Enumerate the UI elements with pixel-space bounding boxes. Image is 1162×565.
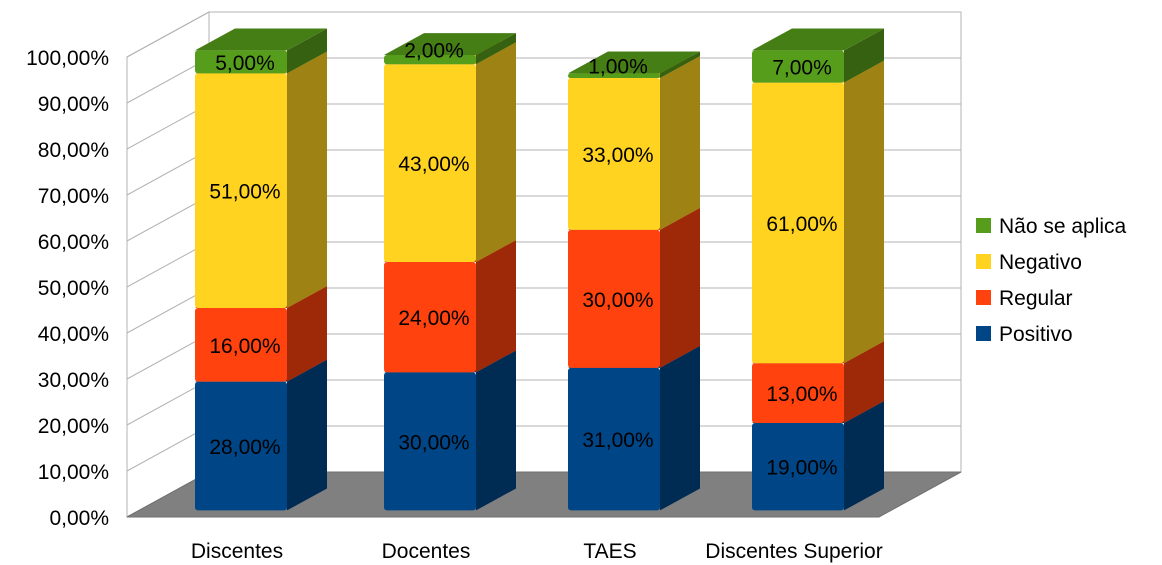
bar-side bbox=[287, 359, 327, 511]
data-label: 19,00% bbox=[766, 457, 837, 480]
bar-side bbox=[476, 42, 516, 263]
y-tick-label: 30,00% bbox=[38, 369, 109, 392]
bar-side bbox=[476, 240, 516, 373]
legend: Não se aplica Negativo Regular Positivo bbox=[976, 215, 1127, 346]
data-label: 7,00% bbox=[772, 57, 832, 80]
bar-front bbox=[568, 367, 660, 511]
bar-top bbox=[195, 28, 327, 51]
bar-segment bbox=[384, 33, 516, 65]
bar-front bbox=[384, 372, 476, 511]
y-tick-label: 100,00% bbox=[26, 47, 109, 70]
y-tick-label: 90,00% bbox=[38, 93, 109, 116]
legend-swatch bbox=[976, 254, 991, 269]
bar-segment bbox=[568, 51, 700, 79]
data-label: 2,00% bbox=[404, 40, 464, 63]
x-category-label: TAES bbox=[583, 540, 636, 563]
bar-segment bbox=[195, 28, 327, 74]
bar-segment bbox=[752, 28, 884, 83]
data-label: 16,00% bbox=[209, 335, 280, 358]
bar-side bbox=[844, 401, 884, 511]
bars bbox=[195, 28, 884, 511]
y-tick-label: 20,00% bbox=[38, 415, 109, 438]
bar-front bbox=[195, 73, 287, 309]
bar-front bbox=[195, 308, 287, 382]
bar-top bbox=[568, 51, 700, 74]
data-label: 30,00% bbox=[398, 431, 469, 454]
bar-front bbox=[195, 381, 287, 511]
data-label: 24,00% bbox=[398, 307, 469, 330]
data-label: 30,00% bbox=[582, 289, 653, 312]
data-label: 43,00% bbox=[398, 153, 469, 176]
bar-side bbox=[660, 51, 700, 79]
bar-front bbox=[384, 262, 476, 373]
bar-front bbox=[752, 50, 844, 83]
legend-label: Regular bbox=[999, 287, 1073, 310]
legend-swatch bbox=[976, 290, 991, 305]
y-tick-label: 0,00% bbox=[49, 507, 109, 530]
bar-side bbox=[287, 28, 327, 74]
y-tick-label: 50,00% bbox=[38, 277, 109, 300]
bar-top bbox=[752, 28, 884, 51]
bar-side bbox=[287, 286, 327, 382]
data-label: 51,00% bbox=[209, 181, 280, 204]
bar-front bbox=[752, 82, 844, 364]
bar-side bbox=[287, 51, 327, 309]
data-label: 31,00% bbox=[582, 429, 653, 452]
bar-front bbox=[568, 73, 660, 79]
y-tick-label: 70,00% bbox=[38, 185, 109, 208]
y-tick-label: 60,00% bbox=[38, 231, 109, 254]
legend-swatch bbox=[976, 218, 991, 233]
x-category-label: Discentes bbox=[191, 540, 283, 563]
bar-top bbox=[384, 33, 516, 56]
bar-front bbox=[568, 78, 660, 230]
data-label: 5,00% bbox=[215, 52, 275, 75]
bar-side bbox=[844, 28, 884, 83]
bar-side bbox=[660, 207, 700, 368]
legend-label: Não se aplica bbox=[999, 215, 1127, 238]
data-label: 13,00% bbox=[766, 383, 837, 406]
data-labels: 28,00% 16,00% 51,00% 5,00% 30,00% 24,00% 43,00… bbox=[209, 40, 837, 480]
legend-swatch bbox=[976, 326, 991, 341]
x-axis-categories: Discentes Docentes TAES Discentes Superior bbox=[191, 540, 883, 563]
bar-side bbox=[476, 33, 516, 65]
data-label: 1,00% bbox=[588, 56, 648, 79]
bar-side bbox=[844, 341, 884, 424]
bar-segment bbox=[568, 207, 700, 368]
bar-side bbox=[660, 345, 700, 511]
bar-side bbox=[844, 60, 884, 364]
x-category-label: Docentes bbox=[382, 540, 471, 563]
bar-front bbox=[568, 229, 660, 368]
bar-side bbox=[476, 350, 516, 511]
gridline bbox=[126, 11, 961, 58]
bar-front bbox=[752, 423, 844, 511]
legend-label: Negativo bbox=[999, 251, 1082, 274]
bar-front bbox=[752, 363, 844, 424]
data-label: 33,00% bbox=[582, 144, 653, 167]
bar-front bbox=[384, 64, 476, 263]
x-category-label: Discentes Superior bbox=[705, 540, 882, 563]
y-axis-ticks: 0,00% 10,00% 20,00% 30,00% 40,00% 50,00% 60,00… bbox=[26, 47, 109, 530]
data-label: 28,00% bbox=[209, 436, 280, 459]
data-label: 61,00% bbox=[766, 213, 837, 236]
y-tick-label: 80,00% bbox=[38, 139, 109, 162]
bar-side bbox=[660, 56, 700, 230]
y-tick-label: 10,00% bbox=[38, 461, 109, 484]
bar-front bbox=[384, 55, 476, 65]
legend-label: Positivo bbox=[999, 323, 1073, 346]
bar-front bbox=[195, 50, 287, 74]
y-tick-label: 40,00% bbox=[38, 323, 109, 346]
